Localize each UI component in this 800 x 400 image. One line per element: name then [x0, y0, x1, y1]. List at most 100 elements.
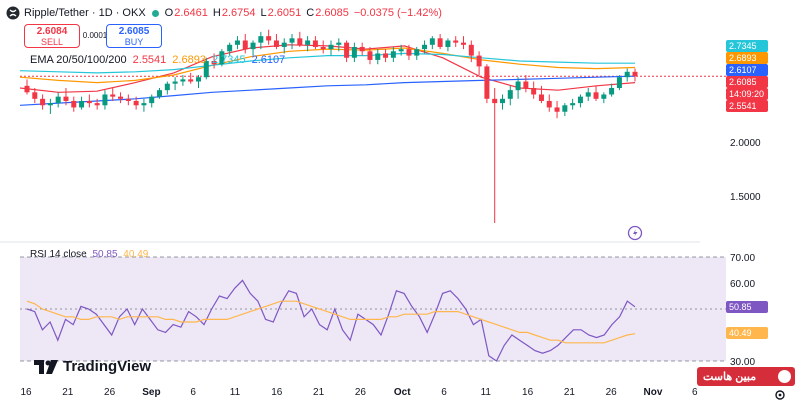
candle — [515, 77, 521, 99]
ema-200-price-badge: 2.6107 — [726, 64, 768, 76]
candle — [118, 92, 124, 104]
candle — [227, 42, 233, 56]
candle — [523, 75, 529, 93]
market-status-icon — [151, 9, 159, 17]
candle — [383, 49, 389, 63]
candle — [258, 31, 264, 50]
candle — [414, 46, 420, 60]
candle — [273, 34, 279, 50]
rsi-ma-value: 40.49 — [123, 249, 149, 260]
candle — [266, 29, 272, 45]
spread-value: 0.0001 — [82, 31, 108, 40]
candle — [47, 98, 53, 114]
candle — [406, 44, 412, 60]
time-tick-label: 11 — [481, 387, 492, 398]
candle — [125, 94, 131, 106]
candle — [359, 42, 365, 56]
candle — [40, 94, 46, 110]
candle — [422, 40, 428, 54]
open-label: O — [164, 7, 174, 19]
candle — [305, 36, 311, 52]
time-tick-label: 21 — [313, 387, 325, 398]
buy-label: BUY — [124, 37, 144, 47]
candle — [195, 75, 201, 88]
rsi-value-badge: 50.85 — [726, 301, 768, 313]
price-axis-ticks: 2.0000 1.5000 — [730, 138, 761, 203]
time-tick-label: 26 — [606, 387, 618, 398]
close-value: 2.6085 — [315, 7, 349, 19]
candle — [624, 68, 630, 82]
candle — [133, 96, 139, 110]
time-tick-label: 16 — [522, 387, 534, 398]
candle — [328, 40, 334, 56]
candle — [507, 85, 513, 106]
rsi-band — [20, 257, 726, 361]
time-tick-label: 26 — [355, 387, 367, 398]
candle — [289, 34, 295, 50]
rsi-value: 50.85 — [92, 249, 118, 260]
price-pane[interactable]: 2.0000 1.5000 — [0, 29, 761, 243]
candle — [577, 94, 583, 108]
candle — [203, 57, 209, 80]
candle — [398, 44, 404, 56]
candle — [320, 40, 326, 54]
time-tick-label: Nov — [644, 387, 663, 398]
candle — [585, 88, 591, 101]
rsi-legend[interactable]: RSI 14 close 50.85 40.49 — [30, 249, 151, 260]
tradingview-brand[interactable]: TradingView — [34, 358, 151, 375]
rsi-pane[interactable]: 70.00 60.00 30.00 — [20, 253, 755, 368]
lightning-icon[interactable] — [627, 225, 643, 241]
symbol-title[interactable]: Ripple/Tether · 1D · OKX — [24, 7, 146, 19]
candle — [570, 98, 576, 110]
close-label: C — [306, 7, 315, 19]
candle — [390, 46, 396, 63]
gear-icon[interactable] — [774, 389, 786, 400]
candle — [546, 94, 552, 112]
time-tick-label: 26 — [104, 387, 116, 398]
countdown-badge: 14:09:20 — [726, 88, 768, 100]
candle — [250, 40, 256, 56]
candle — [24, 79, 30, 95]
candle — [601, 92, 607, 104]
buy-button[interactable]: 2.6085 BUY — [106, 24, 162, 48]
candle — [445, 38, 451, 52]
candle — [499, 94, 505, 110]
rsi-ma-badge: 40.49 — [726, 327, 768, 339]
candle — [110, 88, 116, 101]
rsi-axis-ticks: 70.00 60.00 30.00 — [730, 253, 755, 368]
candles — [24, 29, 638, 223]
sell-button[interactable]: 2.6084 SELL — [24, 24, 80, 48]
candle — [484, 64, 490, 104]
candle — [234, 36, 240, 50]
candle — [312, 36, 318, 50]
change-value: −0.0375 (−1.42%) — [353, 7, 442, 19]
candle — [609, 83, 615, 97]
ema-20-value: 2.5541 — [132, 54, 167, 66]
rsi-series-line — [26, 300, 636, 344]
candle — [79, 96, 85, 110]
candle — [102, 90, 108, 110]
low-value: 2.6051 — [267, 7, 302, 19]
price-tick-label: 1.5000 — [730, 192, 761, 203]
candle — [141, 98, 147, 112]
candle — [344, 40, 350, 63]
candle — [468, 40, 474, 63]
open-value: 2.6461 — [174, 7, 208, 19]
ema-legend[interactable]: EMA 20/50/100/200 2.5541 2.6893 2.7345 2… — [30, 54, 291, 66]
ripple-logo-icon — [6, 6, 20, 20]
ema-line — [19, 47, 636, 84]
ema-50-price-badge: 2.6893 — [726, 52, 768, 64]
candle — [242, 34, 248, 54]
ema-lines — [19, 44, 636, 106]
ema-label: EMA 20/50/100/200 — [30, 54, 127, 66]
time-axis-ticks: 16 21 26 Sep 6 11 16 21 26 Oct 6 11 16 21 26 Nov 6 — [20, 387, 698, 398]
candle — [180, 75, 186, 86]
candle — [211, 53, 217, 69]
candle — [531, 81, 537, 99]
tradingview-logo-icon — [34, 359, 58, 374]
rsi-tick-label: 60.00 — [730, 279, 755, 290]
price-tick-label: 2.0000 — [730, 138, 761, 149]
ema-200-value: 2.6107 — [251, 54, 286, 66]
candle — [375, 49, 381, 65]
